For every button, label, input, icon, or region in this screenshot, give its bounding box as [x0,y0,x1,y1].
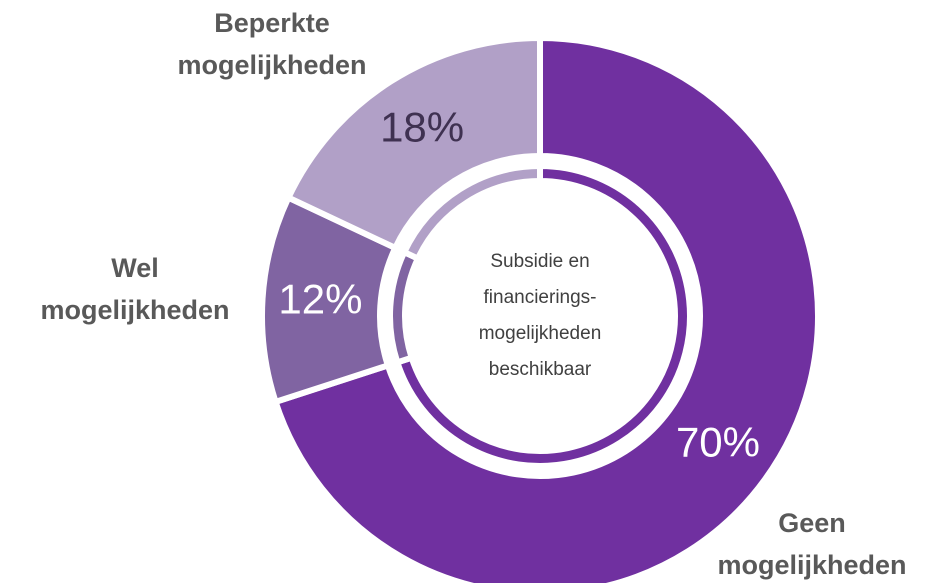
center-label: beschikbaar [489,359,592,380]
value-label: 12% [278,275,362,322]
value-label: 70% [676,418,760,465]
center-label: financierings- [484,287,597,308]
category-label: Geen mogelijkheden [717,508,906,580]
center-label: mogelijkheden [479,323,602,344]
category-label: Beperkte mogelijkheden [177,8,366,80]
inner-ring-slice [387,248,422,367]
center-label: Subsidie en [490,251,589,272]
value-label: 18% [380,103,464,150]
category-label: Wel mogelijkheden [40,253,229,325]
donut-slice [271,34,821,583]
donut-slice [284,34,543,252]
inner-ring-slice [400,162,543,263]
